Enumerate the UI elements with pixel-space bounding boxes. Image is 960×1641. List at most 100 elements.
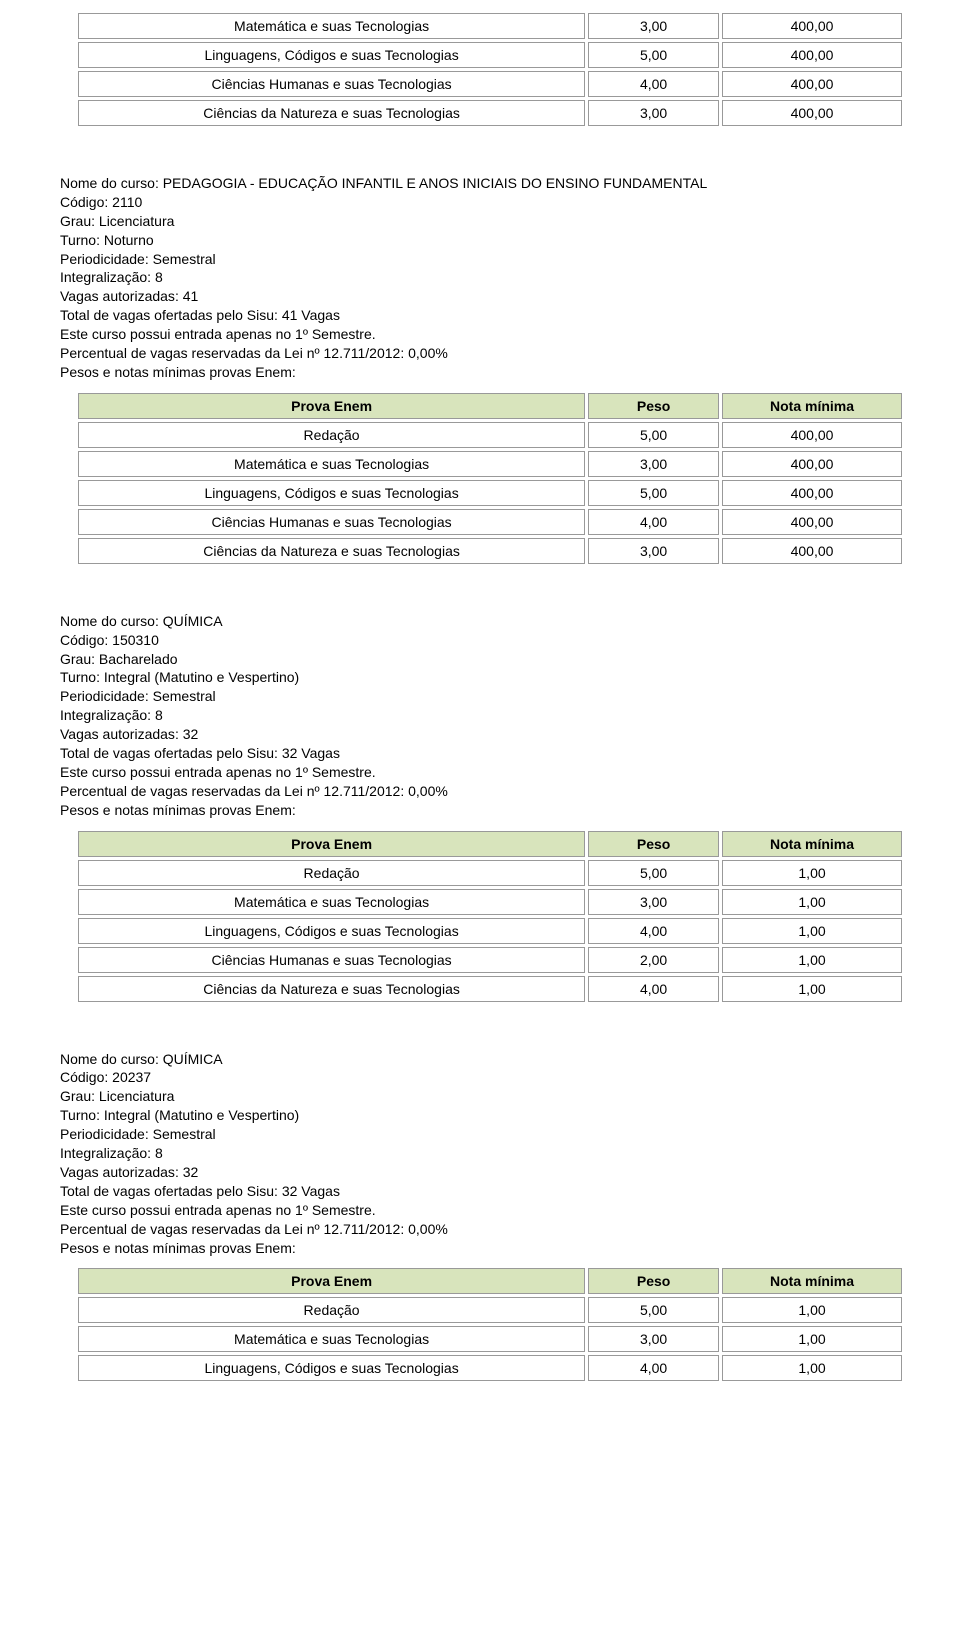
cell-nota: 400,00: [722, 42, 902, 68]
label-nome: Nome do curso: [60, 613, 155, 629]
label-vagasaut: Vagas autorizadas: [60, 288, 175, 304]
value-period: Semestral: [153, 251, 216, 267]
fragment-tbody: Matemática e suas Tecnologias 3,00 400,0…: [78, 13, 902, 126]
cell-prova: Matemática e suas Tecnologias: [78, 451, 585, 477]
course-period-line: Periodicidade: Semestral: [60, 250, 920, 269]
courses-container: Nome do curso: PEDAGOGIA - EDUCAÇÃO INFA…: [60, 174, 920, 1384]
value-totalvagas: 32: [282, 1183, 298, 1199]
course-entrada-line: Este curso possui entrada apenas no 1º S…: [60, 763, 920, 782]
course-tbody: Redação 5,00 1,00 Matemática e suas Tecn…: [78, 860, 902, 1002]
cell-prova: Matemática e suas Tecnologias: [78, 1326, 585, 1352]
course-integ-line: Integralização: 8: [60, 706, 920, 725]
value-vagasaut: 32: [183, 1164, 199, 1180]
course-percentual-line: Percentual de vagas reservadas da Lei nº…: [60, 782, 920, 801]
cell-peso: 2,00: [588, 947, 719, 973]
col-peso: Peso: [588, 831, 719, 857]
value-turno: Noturno: [104, 232, 154, 248]
course-block: Nome do curso: QUÍMICA Código: 150310 Gr…: [60, 612, 920, 1005]
course-percentual-line: Percentual de vagas reservadas da Lei nº…: [60, 344, 920, 363]
table-row: Matemática e suas Tecnologias 3,00 1,00: [78, 1326, 902, 1352]
course-period-line: Periodicidade: Semestral: [60, 687, 920, 706]
cell-peso: 3,00: [588, 538, 719, 564]
label-codigo: Código: [60, 632, 104, 648]
course-table: Prova Enem Peso Nota mínima Redação 5,00…: [75, 1265, 905, 1384]
course-name-line: Nome do curso: QUÍMICA: [60, 612, 920, 631]
course-turno-line: Turno: Integral (Matutino e Vespertino): [60, 668, 920, 687]
label-integ: Integralização: [60, 707, 147, 723]
value-totalvagas: 41: [282, 307, 298, 323]
value-codigo: 2110: [112, 194, 142, 210]
cell-prova: Ciências da Natureza e suas Tecnologias: [78, 100, 585, 126]
course-tbody: Redação 5,00 400,00 Matemática e suas Te…: [78, 422, 902, 564]
value-percentual: 0,00%: [408, 783, 448, 799]
value-percentual: 0,00%: [408, 345, 448, 361]
col-prova: Prova Enem: [78, 1268, 585, 1294]
cell-prova: Matemática e suas Tecnologias: [78, 889, 585, 915]
label-percentual: Percentual de vagas reservadas da Lei nº…: [60, 1221, 400, 1237]
label-turno: Turno: [60, 232, 96, 248]
cell-prova: Linguagens, Códigos e suas Tecnologias: [78, 42, 585, 68]
table-row: Redação 5,00 1,00: [78, 1297, 902, 1323]
course-block: Nome do curso: PEDAGOGIA - EDUCAÇÃO INFA…: [60, 174, 920, 567]
cell-peso: 5,00: [588, 480, 719, 506]
cell-nota: 400,00: [722, 422, 902, 448]
cell-nota: 400,00: [722, 451, 902, 477]
value-totalvagas: 32: [282, 745, 298, 761]
course-percentual-line: Percentual de vagas reservadas da Lei nº…: [60, 1220, 920, 1239]
value-codigo: 150310: [112, 632, 159, 648]
label-codigo: Código: [60, 194, 104, 210]
cell-prova: Ciências Humanas e suas Tecnologias: [78, 947, 585, 973]
cell-prova: Ciências Humanas e suas Tecnologias: [78, 509, 585, 535]
table-row: Ciências Humanas e suas Tecnologias 4,00…: [78, 71, 902, 97]
cell-prova: Redação: [78, 422, 585, 448]
fragment-table-wrap: Matemática e suas Tecnologias 3,00 400,0…: [60, 10, 920, 129]
label-percentual: Percentual de vagas reservadas da Lei nº…: [60, 345, 400, 361]
table-row: Matemática e suas Tecnologias 3,00 400,0…: [78, 13, 902, 39]
course-grau-line: Grau: Bacharelado: [60, 650, 920, 669]
cell-peso: 4,00: [588, 976, 719, 1002]
label-grau: Grau: [60, 1088, 91, 1104]
course-table: Prova Enem Peso Nota mínima Redação 5,00…: [75, 828, 905, 1005]
value-nome: QUÍMICA: [163, 1051, 223, 1067]
course-vagasaut-line: Vagas autorizadas: 32: [60, 725, 920, 744]
course-integ-line: Integralização: 8: [60, 268, 920, 287]
cell-prova: Redação: [78, 1297, 585, 1323]
course-turno-line: Turno: Integral (Matutino e Vespertino): [60, 1106, 920, 1125]
course-codigo-line: Código: 150310: [60, 631, 920, 650]
cell-peso: 3,00: [588, 1326, 719, 1352]
cell-prova: Linguagens, Códigos e suas Tecnologias: [78, 480, 585, 506]
label-vagasaut: Vagas autorizadas: [60, 726, 175, 742]
cell-nota: 1,00: [722, 1355, 902, 1381]
cell-nota: 1,00: [722, 1297, 902, 1323]
table-row: Matemática e suas Tecnologias 3,00 400,0…: [78, 451, 902, 477]
label-totalvagas: Total de vagas ofertadas pelo Sisu: [60, 745, 274, 761]
course-entrada-line: Este curso possui entrada apenas no 1º S…: [60, 1201, 920, 1220]
value-codigo: 20237: [112, 1069, 151, 1085]
col-peso: Peso: [588, 393, 719, 419]
cell-peso: 4,00: [588, 1355, 719, 1381]
value-grau: Bacharelado: [99, 651, 178, 667]
course-table: Prova Enem Peso Nota mínima Redação 5,00…: [75, 390, 905, 567]
label-turno: Turno: [60, 669, 96, 685]
cell-peso: 5,00: [588, 1297, 719, 1323]
cell-nota: 400,00: [722, 71, 902, 97]
cell-prova: Ciências da Natureza e suas Tecnologias: [78, 538, 585, 564]
col-prova: Prova Enem: [78, 831, 585, 857]
col-nota: Nota mínima: [722, 393, 902, 419]
table-row: Redação 5,00 400,00: [78, 422, 902, 448]
col-prova: Prova Enem: [78, 393, 585, 419]
table-row: Ciências da Natureza e suas Tecnologias …: [78, 976, 902, 1002]
cell-nota: 400,00: [722, 13, 902, 39]
table-row: Ciências Humanas e suas Tecnologias 2,00…: [78, 947, 902, 973]
table-row: Linguagens, Códigos e suas Tecnologias 5…: [78, 42, 902, 68]
value-percentual: 0,00%: [408, 1221, 448, 1237]
cell-peso: 4,00: [588, 918, 719, 944]
table-header-row: Prova Enem Peso Nota mínima: [78, 393, 902, 419]
value-turno: Integral (Matutino e Vespertino): [104, 669, 299, 685]
course-pesos-line: Pesos e notas mínimas provas Enem:: [60, 801, 920, 820]
table-row: Ciências da Natureza e suas Tecnologias …: [78, 100, 902, 126]
label-nome: Nome do curso: [60, 175, 155, 191]
value-turno: Integral (Matutino e Vespertino): [104, 1107, 299, 1123]
value-vagasaut: 32: [183, 726, 199, 742]
cell-peso: 5,00: [588, 422, 719, 448]
